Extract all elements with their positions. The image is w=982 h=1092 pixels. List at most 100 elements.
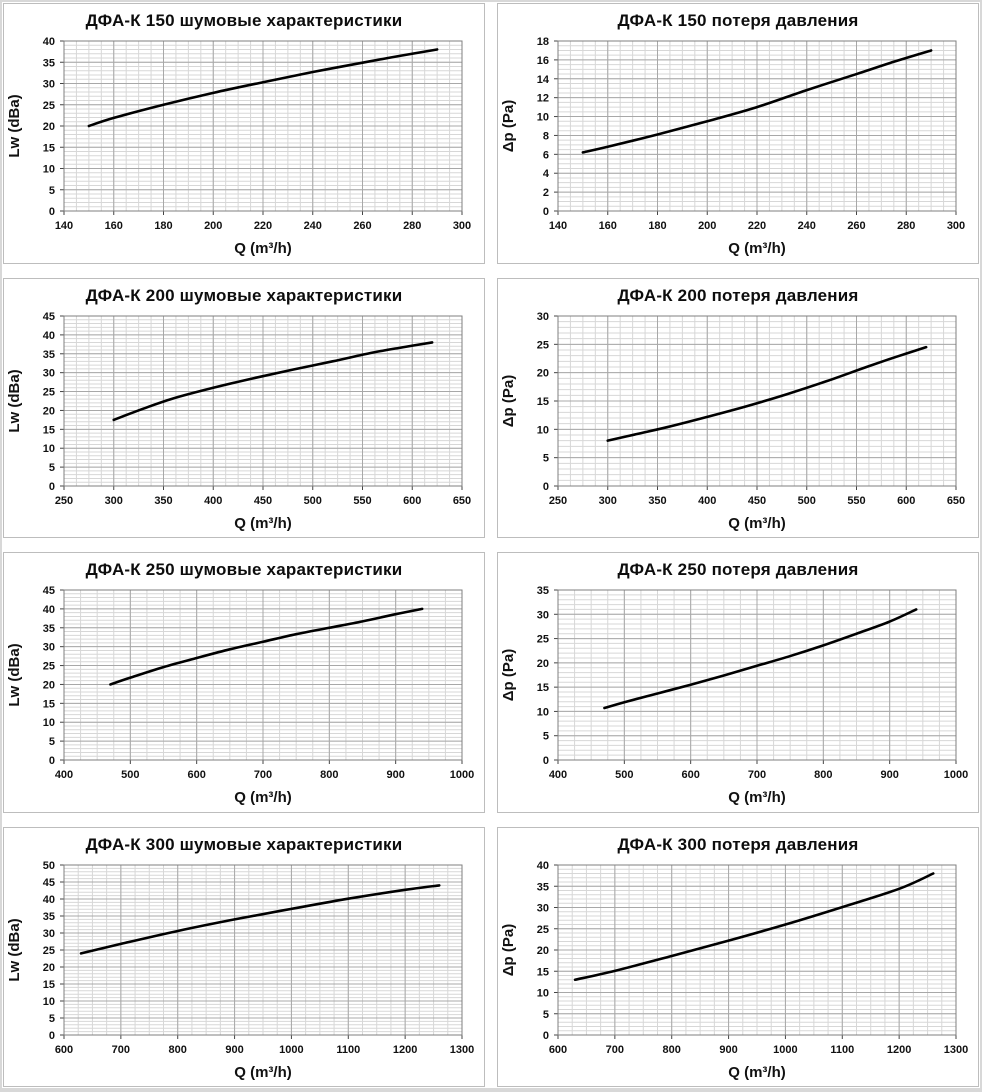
svg-text:30: 30: [43, 642, 55, 654]
svg-text:4: 4: [543, 168, 550, 180]
chart-title: ДФА-К 150 шумовые характеристики: [85, 11, 403, 30]
svg-text:Lw (dBa): Lw (dBa): [6, 369, 23, 432]
svg-text:260: 260: [353, 220, 371, 232]
svg-text:800: 800: [663, 1044, 681, 1056]
svg-text:10: 10: [537, 424, 549, 436]
svg-text:400: 400: [55, 769, 73, 781]
svg-text:35: 35: [537, 881, 549, 893]
svg-text:1100: 1100: [830, 1044, 854, 1056]
chart-plot-area: 400 500 600 700 800 900 1000 0 5 10 15 20 25 30 35 40 45…: [4, 580, 484, 812]
svg-text:600: 600: [549, 1044, 567, 1056]
svg-text:700: 700: [254, 769, 272, 781]
svg-text:8: 8: [543, 130, 549, 142]
svg-text:25: 25: [43, 386, 55, 398]
svg-text:1200: 1200: [393, 1044, 417, 1056]
svg-text:220: 220: [254, 220, 272, 232]
svg-text:35: 35: [43, 348, 55, 360]
chart-title: ДФА-К 200 шумовые характеристики: [85, 285, 403, 305]
svg-text:Δp (Pa): Δp (Pa): [500, 374, 517, 426]
svg-text:0: 0: [49, 1030, 55, 1042]
svg-text:40: 40: [43, 894, 55, 906]
svg-text:5: 5: [543, 452, 549, 464]
svg-text:Q (m³/h): Q (m³/h): [728, 1064, 786, 1081]
chart-panel-dfa-k-200-pressure: ДФА-К 200 потеря давления 250 300 350 400 45…: [497, 277, 979, 538]
svg-text:Lw (dBa): Lw (dBa): [6, 918, 23, 981]
svg-text:0: 0: [543, 206, 549, 218]
chart-panel-dfa-k-300-pressure: ДФА-К 300 потеря давления 600 700 800 900 10…: [497, 826, 979, 1087]
svg-text:20: 20: [537, 658, 549, 670]
svg-text:0: 0: [49, 481, 55, 493]
svg-text:350: 350: [648, 495, 666, 507]
svg-text:Q (m³/h): Q (m³/h): [234, 1064, 292, 1081]
chart-plot-area: 140 160 180 200 220 240 260 280 300 0 5 10 15 20 25 30 3…: [4, 31, 484, 263]
svg-text:20: 20: [43, 962, 55, 974]
svg-text:550: 550: [847, 495, 865, 507]
svg-text:20: 20: [43, 121, 55, 133]
svg-text:20: 20: [537, 945, 549, 957]
svg-text:35: 35: [43, 57, 55, 69]
chart-plot-area: 400 500 600 700 800 900 1000 0 5 10 15 20 25 30 35 Q (m…: [498, 580, 978, 812]
svg-text:15: 15: [43, 979, 55, 991]
svg-text:25: 25: [537, 634, 549, 646]
svg-text:140: 140: [549, 220, 567, 232]
svg-text:10: 10: [43, 996, 55, 1008]
svg-text:0: 0: [543, 481, 549, 493]
chart-svg: 400 500 600 700 800 900 1000 0 5 10 15 20 25 30 35 40 45…: [6, 585, 474, 806]
svg-text:1200: 1200: [887, 1044, 911, 1056]
svg-text:Lw (dBa): Lw (dBa): [6, 94, 23, 157]
svg-text:14: 14: [537, 74, 550, 86]
svg-text:400: 400: [549, 769, 567, 781]
svg-text:0: 0: [543, 1030, 549, 1042]
svg-text:240: 240: [798, 220, 816, 232]
svg-text:10: 10: [537, 706, 549, 718]
svg-text:16: 16: [537, 55, 549, 67]
svg-text:600: 600: [681, 769, 699, 781]
chart-panel-dfa-k-250-noise: ДФА-К 250 шумовые характеристики 400 500 6…: [3, 552, 485, 813]
svg-text:400: 400: [204, 495, 222, 507]
svg-text:Q (m³/h): Q (m³/h): [728, 789, 786, 806]
svg-text:250: 250: [55, 495, 73, 507]
svg-text:1000: 1000: [944, 769, 968, 781]
svg-text:Δp (Pa): Δp (Pa): [500, 100, 517, 152]
svg-text:50: 50: [43, 860, 55, 872]
svg-text:18: 18: [537, 36, 549, 48]
svg-text:600: 600: [55, 1044, 73, 1056]
svg-text:35: 35: [43, 623, 55, 635]
chart-svg: 400 500 600 700 800 900 1000 0 5 10 15 20 25 30 35 Q (m…: [500, 585, 968, 806]
svg-text:700: 700: [748, 769, 766, 781]
svg-text:15: 15: [43, 698, 55, 710]
svg-text:500: 500: [121, 769, 139, 781]
svg-text:15: 15: [537, 682, 549, 694]
svg-text:45: 45: [43, 585, 55, 597]
svg-text:10: 10: [43, 717, 55, 729]
svg-text:25: 25: [537, 923, 549, 935]
svg-text:10: 10: [43, 443, 55, 455]
svg-text:5: 5: [49, 1013, 55, 1025]
svg-text:30: 30: [537, 311, 549, 323]
chart-title: ДФА-К 300 шумовые характеристики: [85, 834, 403, 854]
svg-text:45: 45: [43, 311, 55, 323]
chart-svg: 600 700 800 900 1000 1100 1200 1300 0 5 10 15 20 25 30…: [500, 860, 968, 1081]
svg-text:600: 600: [403, 495, 421, 507]
chart-plot-area: 600 700 800 900 1000 1100 1200 1300 0 5 10 15 20 25 30…: [498, 855, 978, 1087]
svg-text:700: 700: [112, 1044, 130, 1056]
svg-text:280: 280: [897, 220, 915, 232]
svg-text:10: 10: [537, 987, 549, 999]
svg-text:800: 800: [320, 769, 338, 781]
svg-text:1100: 1100: [336, 1044, 360, 1056]
chart-svg: 140 160 180 200 220 240 260 280 300 0 5 10 15 20 25 30 3…: [6, 36, 471, 257]
svg-text:160: 160: [105, 220, 123, 232]
svg-text:250: 250: [549, 495, 567, 507]
chart-svg: 600 700 800 900 1000 1100 1200 1300 0 5 10 15 20 25 30…: [6, 860, 474, 1081]
svg-text:20: 20: [537, 367, 549, 379]
svg-text:0: 0: [49, 206, 55, 218]
chart-panel-dfa-k-150-pressure: ДФА-К 150 потеря давления 140 160 180 200 22…: [497, 3, 979, 264]
svg-text:15: 15: [43, 424, 55, 436]
svg-text:15: 15: [43, 142, 55, 154]
svg-text:1000: 1000: [450, 769, 474, 781]
svg-text:Q (m³/h): Q (m³/h): [234, 240, 292, 257]
chart-panel-dfa-k-300-noise: ДФА-К 300 шумовые характеристики 600 700 8…: [3, 826, 485, 1087]
svg-text:35: 35: [537, 585, 549, 597]
svg-text:30: 30: [43, 928, 55, 940]
svg-text:1300: 1300: [944, 1044, 968, 1056]
